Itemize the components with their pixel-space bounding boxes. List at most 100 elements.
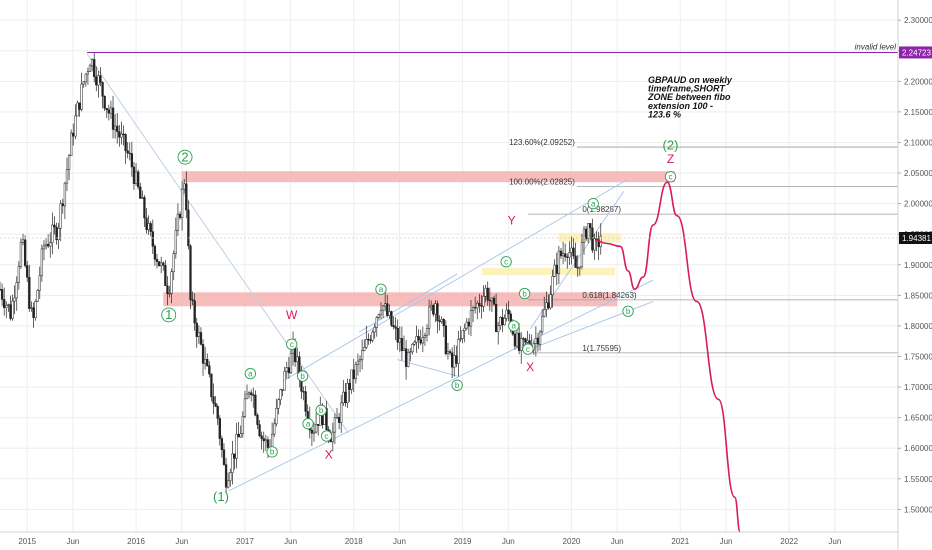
candle-up (578, 266, 581, 269)
x-tick-label: Jun (611, 537, 624, 546)
wave-label: b (270, 448, 275, 457)
candle-down (199, 332, 203, 345)
candle-up (340, 402, 343, 423)
wave-label: a (591, 199, 596, 208)
candle-down (201, 344, 205, 364)
candle-up (42, 245, 46, 250)
candle-down (480, 305, 483, 307)
yellow-zone-lower (482, 267, 615, 276)
zones (163, 171, 675, 307)
current-price-badge (899, 231, 932, 244)
candle-down (155, 259, 159, 262)
candle-up (275, 407, 278, 425)
invalid-level: invalid level (87, 42, 898, 53)
candle-up (446, 351, 450, 355)
candle-down (157, 261, 161, 267)
candle-up (245, 393, 249, 400)
candle-up (593, 238, 596, 251)
candle-up (243, 398, 247, 417)
candle-down (536, 338, 540, 345)
y-tick-label: 2.05000 (904, 169, 932, 178)
candle-up (471, 307, 475, 311)
candle-up (469, 310, 473, 327)
candle-up (331, 431, 334, 443)
candle-up (285, 367, 288, 372)
candle-up (356, 360, 360, 365)
candle-up (551, 276, 554, 296)
candle-up (557, 250, 561, 274)
candle-down (369, 339, 372, 341)
candle-up (381, 305, 385, 311)
candle-down (260, 435, 263, 439)
candle-up (484, 287, 487, 297)
wave-label: b (455, 381, 460, 390)
wave-label: a (248, 369, 253, 378)
candle-up (270, 433, 274, 449)
y-tick-label: 2.10000 (904, 138, 932, 147)
candle-down (210, 373, 213, 397)
candle-up (283, 370, 286, 391)
wave-circle (286, 338, 298, 350)
wave-label: X (325, 447, 333, 461)
candle-up (360, 350, 364, 360)
candle-down (559, 250, 563, 257)
candle-up (568, 252, 571, 258)
wave-circle (518, 287, 531, 300)
candle-down (455, 355, 458, 364)
candle-up (88, 65, 92, 72)
wave-circle (664, 171, 677, 183)
candle-down (281, 389, 284, 391)
x-axis: 2015 Jun 2016 Jun 2017 Jun 2018 Jun 2019 Jun 2020 J… (0, 531, 898, 546)
candle-up (482, 296, 485, 307)
candle-up (526, 340, 529, 343)
candle-up (457, 339, 460, 364)
wave-circle (296, 370, 309, 382)
candle-down (492, 297, 496, 305)
candle-up (17, 266, 20, 283)
candle-down (474, 307, 477, 309)
candle-down (348, 382, 351, 390)
candle-up (461, 330, 464, 339)
candle-down (450, 352, 454, 368)
candle-down (193, 300, 196, 324)
candle-up (398, 338, 401, 343)
candle-up (335, 417, 339, 419)
candle-down (250, 392, 253, 395)
candle-up (82, 81, 85, 85)
candle-up (425, 328, 429, 336)
candle-down (153, 246, 157, 260)
candle-down (256, 414, 259, 425)
candle-up (402, 348, 406, 351)
candle-up (227, 480, 230, 488)
candle-up (172, 253, 175, 272)
y-tick-label: 1.50000 (904, 505, 932, 514)
candle-down (151, 231, 154, 247)
candle-down (3, 299, 6, 308)
wave-label: c (325, 432, 329, 441)
wave-label: 2 (181, 149, 188, 164)
candle-up (229, 472, 232, 482)
candle-down (597, 239, 600, 248)
candle-up (350, 369, 353, 390)
candle-up (453, 355, 456, 368)
candle-down (390, 311, 393, 326)
y-tick-label: 2.20000 (904, 77, 932, 86)
candle-down (513, 333, 517, 347)
candle-up (411, 343, 414, 353)
wave-label: c (504, 258, 508, 267)
candle-up (176, 213, 180, 231)
candle-down (325, 408, 328, 430)
current-price-label: 1.94381 (902, 234, 931, 243)
wave-circle (244, 367, 257, 380)
wave-circle (500, 256, 512, 268)
candle-up (520, 338, 523, 351)
wave-circle (622, 305, 634, 317)
note-line: GBPAUD on weekly (648, 75, 733, 85)
candle-down (187, 209, 190, 247)
candle-down (93, 59, 96, 77)
candle-down (555, 264, 558, 274)
wave-label: c (526, 345, 530, 354)
